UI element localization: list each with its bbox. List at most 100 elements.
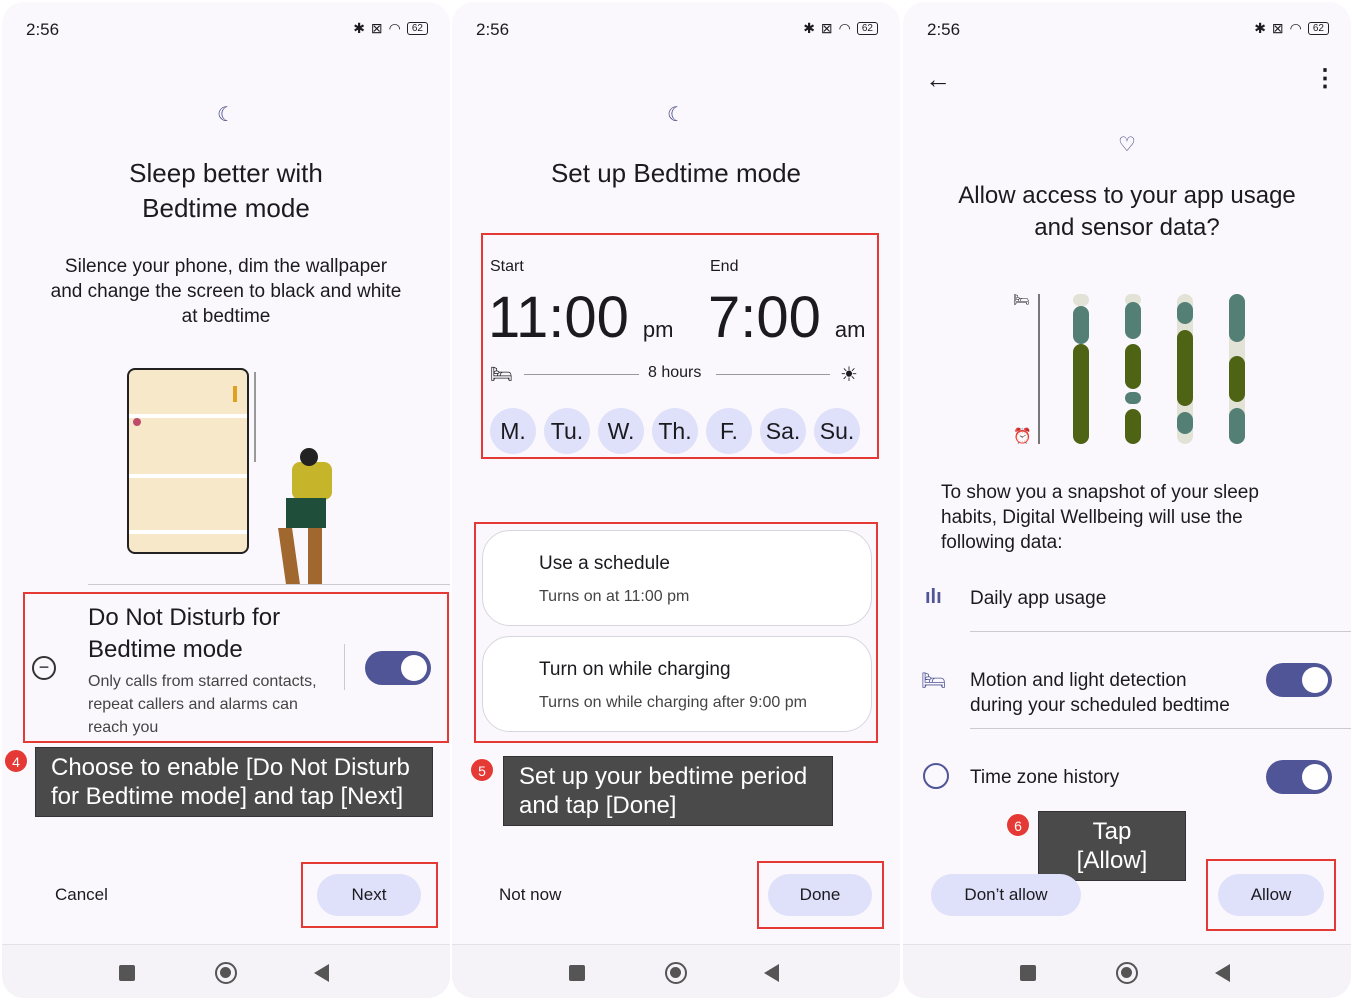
status-time: 2:56 (927, 20, 961, 39)
description: Silence your phone, dim the wallpaper and… (50, 256, 402, 327)
sleep-bar-awake (1229, 408, 1245, 444)
day-friday[interactable]: F. (706, 408, 752, 454)
sleep-bar-track (1073, 294, 1089, 306)
back-button[interactable] (764, 964, 779, 982)
bedtime-moon-icon: ☾ (667, 104, 685, 126)
clock-icon (923, 763, 949, 789)
sun-icon: ☀ (840, 364, 858, 386)
duration: 8 hours (648, 364, 702, 381)
screen-bedtime-setup: 2:56 ✱ ⊠ ◠ 62 ☾ Set up Bedtime mode Start E… (452, 2, 900, 998)
day-thursday[interactable]: Th. (652, 408, 698, 454)
dnd-icon: − (32, 656, 56, 680)
bed-icon: 🛏 (1013, 292, 1030, 307)
bluetooth-icon: ✱ (1254, 20, 1266, 36)
done-button[interactable]: Done (768, 874, 872, 916)
sleep-bar-asleep (1125, 344, 1141, 389)
bed-icon: 🛏 (490, 364, 513, 384)
sim-icon: ⊠ (1271, 20, 1284, 36)
instruction-callout: Tap [Allow] (1038, 811, 1186, 881)
use-schedule-option[interactable]: Use a schedule Turns on at 11:00 pm (482, 530, 872, 626)
status-icons: ✱ ⊠ ◠ 62 (1254, 20, 1329, 37)
status-icons: ✱ ⊠ ◠ 62 (803, 20, 878, 37)
wifi-icon: ◠ (838, 20, 851, 36)
end-label: End (710, 258, 739, 275)
option-subtitle: Turns on while charging after 9:00 pm (539, 694, 807, 711)
back-arrow-icon[interactable]: ← (925, 64, 951, 94)
chart-axis (1038, 294, 1040, 444)
description: To show you a snapshot of your sleep habi… (941, 482, 1259, 553)
wifi-icon: ◠ (388, 20, 401, 36)
sleep-bar-awake (1073, 306, 1089, 344)
day-monday[interactable]: M. (490, 408, 536, 454)
back-button[interactable] (1215, 964, 1230, 982)
sleep-bar-awake (1177, 302, 1193, 324)
sleep-bar-asleep (1177, 330, 1193, 406)
wellbeing-icon: ♡ (1118, 134, 1136, 156)
time-zone-toggle[interactable] (1266, 760, 1332, 794)
motion-light-toggle[interactable] (1266, 663, 1332, 697)
day-sunday[interactable]: Su. (814, 408, 860, 454)
day-selector: M. Tu. W. Th. F. Sa. Su. (490, 408, 868, 454)
instruction-callout: Set up your bedtime period and tap [Done] (503, 756, 833, 826)
option-title: Turn on while charging (539, 659, 731, 680)
person-illustration (292, 462, 332, 500)
step-badge: 6 (1006, 813, 1030, 837)
day-tuesday[interactable]: Tu. (544, 408, 590, 454)
charging-option[interactable]: Turn on while charging Turns on while ch… (482, 636, 872, 732)
pointer-stick (254, 372, 256, 462)
sleep-bar-asleep (1229, 356, 1245, 402)
home-button[interactable] (665, 962, 687, 984)
alarm-icon: ⏰ (1013, 428, 1032, 445)
home-button[interactable] (215, 962, 237, 984)
highlight-box (757, 861, 884, 929)
sleep-bar-awake (1125, 392, 1141, 404)
end-time[interactable]: 7:00 am (708, 285, 866, 350)
cancel-button[interactable]: Cancel (55, 885, 108, 904)
daily-app-usage-label: Daily app usage (970, 588, 1107, 609)
back-button[interactable] (314, 964, 329, 982)
start-time[interactable]: 11:00 pm (488, 285, 674, 350)
allow-button[interactable]: Allow (1218, 874, 1324, 916)
step-badge: 5 (470, 758, 494, 782)
more-options-icon[interactable]: ⋮ (1313, 65, 1337, 92)
time-zone-label: Time zone history (970, 767, 1120, 788)
status-time: 2:56 (26, 20, 60, 39)
option-subtitle: Turns on at 11:00 pm (539, 588, 690, 605)
status-time: 2:56 (476, 20, 510, 39)
screen-allow-access: 2:56 ✱ ⊠ ◠ 62 ← ⋮ ♡ Allow access to your ap… (903, 2, 1351, 998)
page-title: Allow access to your app usage and sensor… (958, 182, 1296, 241)
dont-allow-button[interactable]: Don’t allow (931, 874, 1081, 916)
start-label: Start (490, 258, 524, 275)
bedtime-moon-icon: ☾ (217, 104, 235, 126)
day-wednesday[interactable]: W. (598, 408, 644, 454)
page-title: Sleep better with Bedtime mode (129, 158, 323, 223)
battery-icon: 62 (856, 22, 878, 35)
dnd-toggle[interactable] (365, 651, 431, 685)
wifi-icon: ◠ (1289, 20, 1302, 36)
navigation-bar (452, 944, 900, 998)
sleep-bar-asleep (1125, 409, 1141, 444)
recents-button[interactable] (1020, 965, 1036, 981)
recents-button[interactable] (119, 965, 135, 981)
sim-icon: ⊠ (370, 20, 383, 36)
sim-icon: ⊠ (820, 20, 833, 36)
home-button[interactable] (1116, 962, 1138, 984)
bluetooth-icon: ✱ (353, 20, 365, 36)
motion-light-label: Motion and light detection during your sc… (970, 670, 1230, 716)
navigation-bar (2, 944, 450, 998)
recents-button[interactable] (569, 965, 585, 981)
bluetooth-icon: ✱ (803, 20, 815, 36)
page-title: Set up Bedtime mode (550, 158, 802, 188)
screen-bedtime-intro: 2:56 ✱ ⊠ ◠ 62 ☾ Sleep better with Bedtime mo… (2, 2, 450, 998)
highlight-box (301, 862, 438, 928)
status-icons: ✱ ⊠ ◠ 62 (353, 20, 428, 37)
highlight-box (1206, 859, 1336, 931)
phone-illustration (127, 368, 249, 554)
dnd-title: Do Not Disturb for Bedtime mode (88, 604, 281, 663)
highlight-box (23, 592, 449, 743)
next-button[interactable]: Next (317, 874, 421, 916)
day-saturday[interactable]: Sa. (760, 408, 806, 454)
not-now-button[interactable]: Not now (499, 885, 562, 904)
highlight-box (481, 233, 879, 459)
bed-icon: 🛏 (921, 670, 947, 692)
